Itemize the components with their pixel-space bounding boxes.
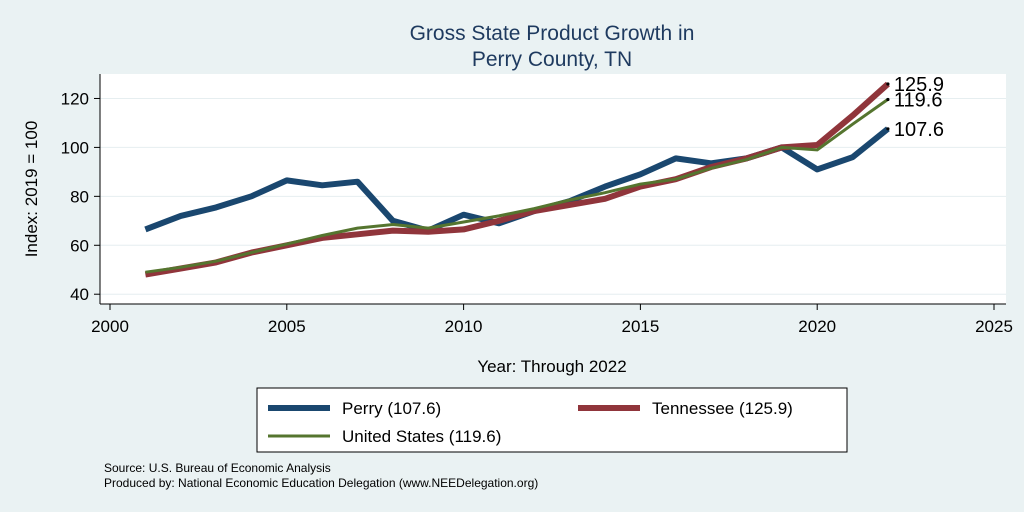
legend: Perry (107.6) Tennessee (125.9) United S… [256, 387, 848, 453]
chart-title-line-1: Gross State Product Growth in [410, 22, 695, 45]
y-axis-label: Index: 2019 = 100 [22, 121, 41, 258]
producer-note: Produced by: National Economic Education… [104, 476, 538, 490]
x-tick-label-2025: 2025 [975, 317, 1013, 336]
y-tick-label-80: 80 [70, 187, 89, 206]
x-tick-label-2015: 2015 [621, 317, 659, 336]
y-axis-ticks: 40 60 80 100 120 [61, 89, 100, 304]
x-axis-ticks: 2000 2005 2010 2015 2020 2025 [91, 304, 1013, 336]
source-note: Source: U.S. Bureau of Economic Analysis [104, 461, 331, 475]
x-tick-label-2000: 2000 [91, 317, 129, 336]
chart-title-line-2: Perry County, TN [472, 48, 632, 71]
x-tick-label-2005: 2005 [268, 317, 306, 336]
x-axis-label: Year: Through 2022 [477, 357, 626, 376]
legend-box [256, 387, 848, 453]
end-label-tennessee: 125.9 [894, 74, 944, 96]
y-tick-label-120: 120 [61, 89, 89, 108]
series-line-united-states [145, 98, 889, 274]
end-marker-tennessee [886, 82, 890, 86]
end-marker-united-states [886, 97, 890, 102]
legend-label-tennessee: Tennessee (125.9) [652, 399, 793, 418]
end-label-united-states: 119.6 [894, 89, 943, 111]
y-tick-label-100: 100 [61, 138, 89, 157]
y-tick-label-60: 60 [70, 236, 89, 255]
x-tick-label-2020: 2020 [798, 317, 836, 336]
legend-label-perry: Perry (107.6) [342, 399, 441, 418]
legend-label-united-states: United States (119.6) [342, 427, 501, 446]
x-tick-label-2010: 2010 [445, 317, 483, 336]
series-lines [144, 81, 890, 278]
y-tick-label-40: 40 [70, 285, 89, 304]
plot-area [100, 74, 1006, 304]
end-marker-perry [886, 127, 890, 131]
end-label-perry: 107.6 [894, 119, 944, 141]
